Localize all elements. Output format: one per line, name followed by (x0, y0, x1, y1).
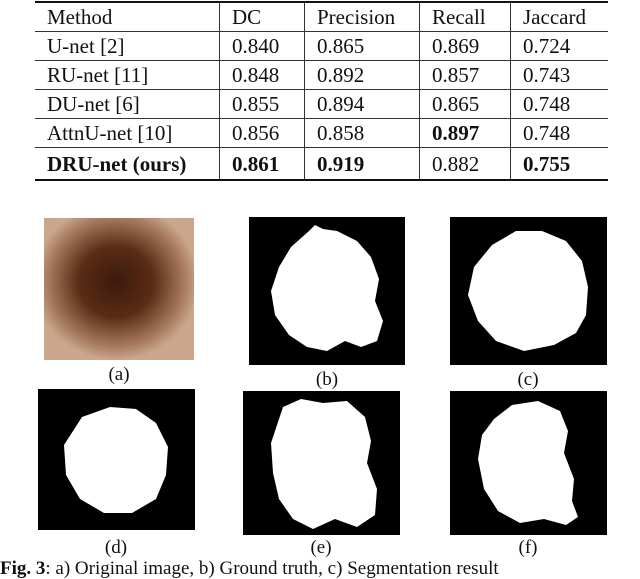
lesion-image (44, 218, 194, 360)
cell: 0.897 (419, 118, 511, 148)
cell: 0.848 (219, 60, 305, 90)
results-table: Method DC Precision Recall Jaccard U-net… (35, 1, 608, 181)
cell: 0.748 (510, 118, 608, 148)
row: AttnU-net [10] 0.856 0.858 0.897 0.748 (35, 118, 608, 148)
mask-c (450, 217, 607, 365)
subfigure-label: (d) (104, 537, 128, 558)
mask-d (38, 389, 195, 530)
cell: 0.865 (304, 31, 420, 61)
cell: 0.856 (219, 118, 305, 148)
cell: 0.892 (304, 60, 420, 90)
subfigure-label: (e) (310, 537, 332, 558)
cell: 0.724 (510, 31, 608, 61)
cell: 0.894 (304, 89, 420, 119)
cell: U-net [2] (35, 31, 220, 61)
header-cell: Recall (419, 1, 511, 32)
cell: 0.858 (304, 118, 420, 148)
cell: 0.748 (510, 89, 608, 119)
header-cell: DC (219, 1, 305, 32)
cell: 0.865 (419, 89, 511, 119)
row: DU-net [6] 0.855 0.894 0.865 0.748 (35, 89, 608, 119)
cell: 0.743 (510, 60, 608, 90)
header-cell: Precision (304, 1, 420, 32)
cell: 0.882 (419, 147, 511, 181)
caption-label: Fig. 3 (0, 558, 46, 579)
cell: 0.840 (219, 31, 305, 61)
cell: 0.855 (219, 89, 305, 119)
header-row: Method DC Precision Recall Jaccard (35, 1, 608, 32)
subfigure-label: (b) (315, 369, 339, 390)
cell: 0.869 (419, 31, 511, 61)
row: RU-net [11] 0.848 0.892 0.857 0.743 (35, 60, 608, 90)
cell: RU-net [11] (35, 60, 220, 90)
caption-text: : a) Original image, b) Ground truth, c)… (45, 558, 499, 579)
subfigure-label: (f) (518, 537, 538, 558)
cell: 0.919 (304, 147, 420, 181)
cell: 0.861 (219, 147, 305, 181)
caption: Fig. 3: a) Original image, b) Ground tru… (0, 558, 640, 579)
cell: DRU-net (ours) (35, 147, 220, 181)
subfigure-label: (a) (108, 364, 130, 385)
header-cell: Jaccard (510, 1, 608, 32)
subfigure-label: (c) (517, 369, 539, 390)
mask-f (450, 391, 607, 535)
cell: AttnU-net [10] (35, 118, 220, 148)
cell: DU-net [6] (35, 89, 220, 119)
mask-e (243, 391, 400, 535)
mask-b (249, 217, 405, 365)
cell: 0.857 (419, 60, 511, 90)
cell: 0.755 (510, 147, 608, 181)
header-cell: Method (35, 1, 220, 32)
row: DRU-net (ours) 0.861 0.919 0.882 0.755 (35, 147, 608, 181)
row: U-net [2] 0.840 0.865 0.869 0.724 (35, 31, 608, 61)
